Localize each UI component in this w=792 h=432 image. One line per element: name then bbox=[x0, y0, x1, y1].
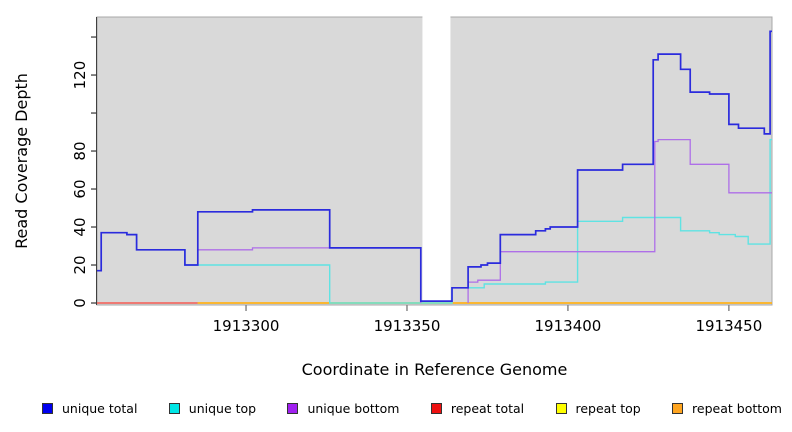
y-axis-title: Read Coverage Depth bbox=[12, 73, 31, 249]
legend-label: repeat total bbox=[450, 401, 525, 416]
y-tick-label: 80 bbox=[71, 141, 89, 160]
y-tick-label: 0 bbox=[71, 298, 89, 308]
x-tick-label: 1913400 bbox=[535, 317, 602, 335]
legend-label: repeat bottom bbox=[692, 401, 782, 416]
x-tick-label: 1913350 bbox=[374, 317, 441, 335]
y-tick-label: 60 bbox=[71, 179, 89, 198]
legend-item-repeat-top: repeat top bbox=[555, 401, 641, 416]
legend-item-unique-top: unique top bbox=[168, 401, 257, 416]
legend-label: unique top bbox=[188, 401, 257, 416]
legend-label: unique total bbox=[62, 401, 138, 416]
y-tick-label: 40 bbox=[71, 217, 89, 236]
legend-item-unique-total: unique total bbox=[42, 401, 137, 416]
legend-swatch-icon bbox=[287, 403, 299, 414]
legend-item-unique-bottom: unique bottom bbox=[287, 401, 400, 416]
legend-swatch-icon bbox=[168, 403, 180, 414]
legend-swatch-icon bbox=[555, 403, 567, 414]
legend-label: unique bottom bbox=[307, 401, 400, 416]
legend: unique total unique top unique bottom repea… bbox=[42, 401, 782, 416]
x-tick-label: 1913450 bbox=[695, 317, 762, 335]
legend-item-repeat-bottom: repeat bottom bbox=[672, 401, 782, 416]
legend-item-repeat-total: repeat total bbox=[430, 401, 525, 416]
legend-swatch-icon bbox=[42, 403, 53, 414]
series-unique-bottom bbox=[467, 138, 772, 303]
x-axis-title: Coordinate in Reference Genome bbox=[302, 360, 568, 379]
y-tick-label: 20 bbox=[71, 255, 89, 274]
y-tick-label: 120 bbox=[71, 61, 89, 90]
x-tick-label: 1913300 bbox=[213, 317, 280, 335]
legend-swatch-icon bbox=[430, 403, 442, 414]
series-unique-total bbox=[97, 30, 772, 302]
legend-swatch-icon bbox=[672, 403, 684, 414]
legend-label: repeat top bbox=[575, 401, 641, 416]
no-data-band bbox=[422, 11, 451, 303]
